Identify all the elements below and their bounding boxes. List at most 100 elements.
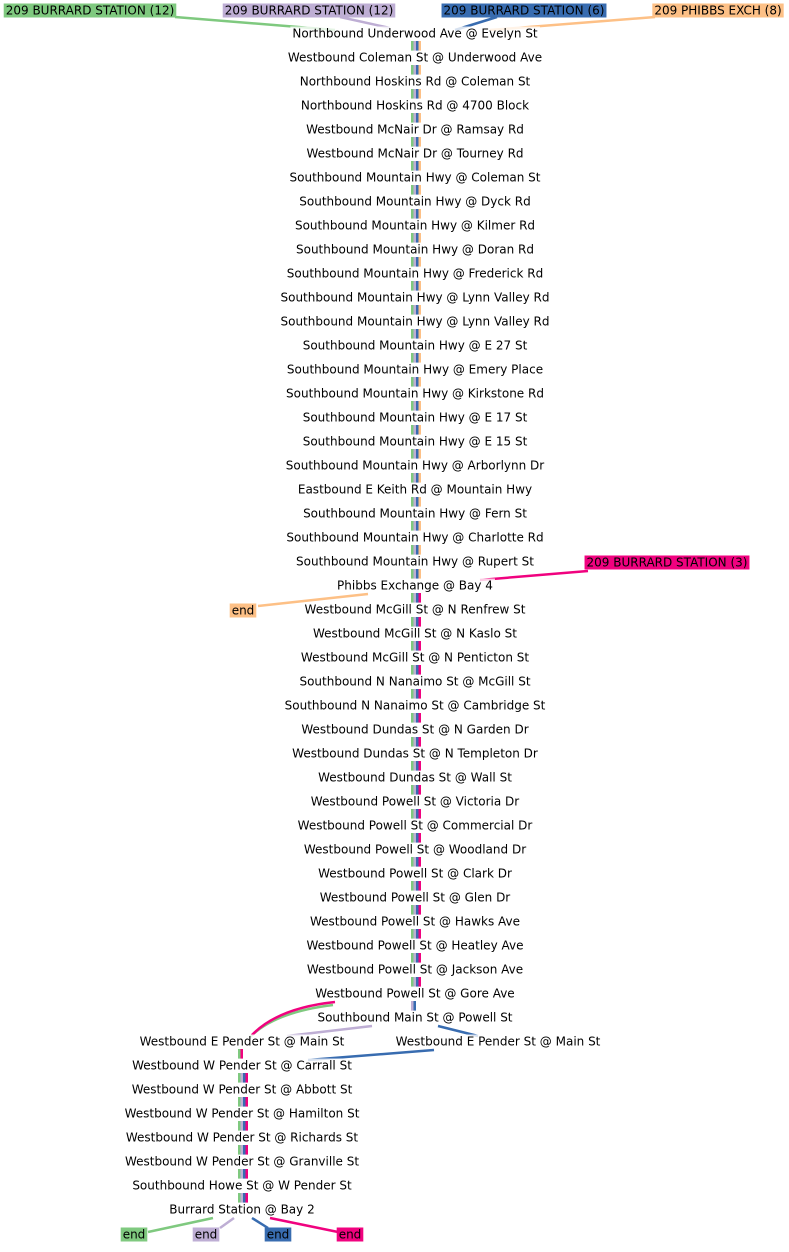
stop-label: Southbound Mountain Hwy @ Rupert St [296,555,534,569]
route-stripe [416,233,419,243]
route-stripe [411,329,414,339]
route-stripe [245,1073,248,1083]
stop-label-bg [123,1130,361,1145]
stop-label-bg [290,26,540,41]
route-stripe [416,377,419,387]
stop-label: Westbound W Pender St @ Richards St [126,1131,359,1145]
route-stripe [418,545,421,555]
connector [307,1048,435,1062]
end-label-bg [192,1227,220,1242]
route-stripe [240,1121,243,1131]
route-label-bg [222,3,396,18]
route-label: 209 BURRARD STATION (3) [587,556,748,570]
route-stripe [416,305,419,315]
route-stripe [411,881,414,891]
stop-label-bg [304,122,526,137]
route-stripe [245,1121,248,1131]
route-stripe [413,1001,416,1011]
route-stripe [416,953,419,963]
route-stripe [411,569,414,579]
route-stripe [416,401,419,411]
route-stripe [418,641,421,651]
route-stripe [413,785,416,795]
route-stripe [416,833,419,843]
route-stripe [418,689,421,699]
route-stripe [238,1145,241,1155]
route-label-bg [652,3,784,18]
route-stripe [411,953,414,963]
route-stripe [416,113,419,123]
stop-label: Northbound Hoskins Rd @ Coleman St [300,75,531,89]
stop-label: Southbound Main St @ Powell St [317,1011,512,1025]
route-stripe [418,785,421,795]
stop-label-bg [295,818,535,833]
stop-label: Southbound Mountain Hwy @ Doran Rd [296,243,534,257]
route-stripe [418,665,421,675]
route-stripe [243,1193,246,1203]
route-stripe [413,809,416,819]
route-label: 209 PHIBBS EXCH (8) [654,4,781,18]
route-stripe [243,1145,246,1155]
stop-label: Westbound Powell St @ Commercial Dr [298,819,533,833]
route-stripe [418,521,421,531]
route-label-bg [584,555,750,570]
stop-label-bg [393,1034,603,1049]
route-stripe [418,833,421,843]
stop-label: Westbound McGill St @ N Kaslo St [313,627,517,641]
route-stripe [416,857,419,867]
route-stripe [413,401,416,411]
route-stripe [416,161,419,171]
route-stripe [238,1169,241,1179]
stop-label: Westbound Dundas St @ N Templeton Dr [292,747,538,761]
route-stripe [418,569,421,579]
stop-label-bg [167,1202,317,1217]
route-stripe [411,353,414,363]
route-stripe [240,1097,243,1107]
stop-label: Westbound McGill St @ N Renfrew St [305,603,526,617]
route-stripe [418,425,421,435]
route-stripe [413,473,416,483]
route-stripe [413,425,416,435]
route-stripe [413,377,416,387]
route-stripe [418,353,421,363]
route-stripe [413,185,416,195]
route-stripe [411,929,414,939]
route-stripe [413,257,416,267]
stop-label: Westbound Dundas St @ Wall St [318,771,512,785]
stop-label: Southbound Mountain Hwy @ E 17 St [303,411,528,425]
stop-label: Westbound McGill St @ N Penticton St [301,651,529,665]
route-stripe [416,641,419,651]
stop-label: Westbound E Pender St @ Main St [140,1035,345,1049]
connectors [147,15,656,1234]
route-stripe [413,857,416,867]
stop-label-bg [283,458,547,473]
stop-label: Westbound Powell St @ Hawks Ave [310,915,520,929]
stop-label: Westbound W Pender St @ Granville St [125,1155,359,1169]
stop-label-bg [315,1010,515,1025]
route-stripe [411,593,414,603]
route-stripe [413,161,416,171]
route-stripe [238,1073,241,1083]
route-stripe [413,41,416,51]
route-stripe [243,1097,246,1107]
stop-label: Southbound Mountain Hwy @ Kilmer Rd [295,219,535,233]
stop-label: Eastbound E Keith Rd @ Mountain Hwy [298,483,532,497]
connector [339,15,391,30]
connector [479,569,589,582]
route-stripe [245,1145,248,1155]
route-stripe [418,113,421,123]
stop-label-bg [137,1034,347,1049]
route-stripe [413,641,416,651]
end-label: end [267,1228,290,1242]
route-stripe [411,905,414,915]
route-stripe [413,665,416,675]
route-stripe [411,137,414,147]
route-stripe [413,905,416,915]
end-label: end [339,1228,362,1242]
route-label-bg [3,3,177,18]
stop-label-bg [285,50,545,65]
route-stripe [416,881,419,891]
route-stripe [411,185,414,195]
route-stripe [413,521,416,531]
route-stripe [413,737,416,747]
